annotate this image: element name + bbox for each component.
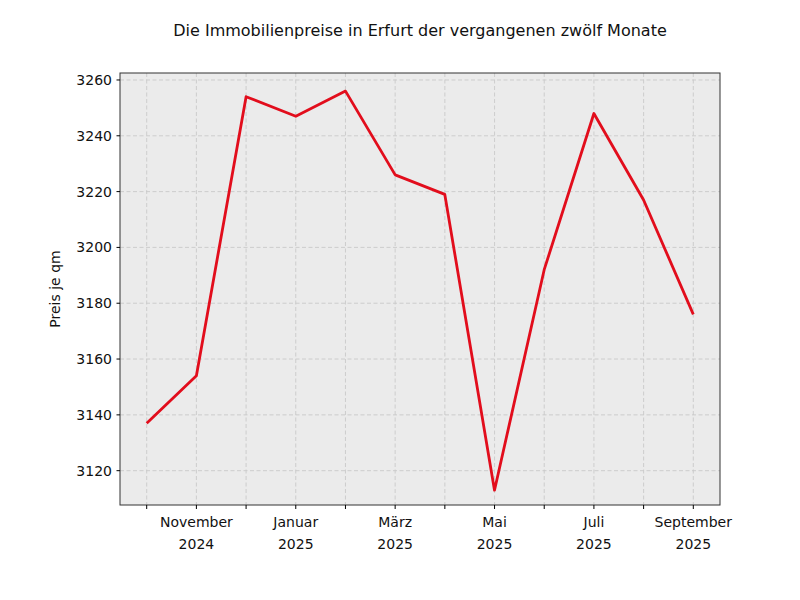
x-tick-label-month: März — [378, 514, 412, 530]
x-tick-label-year: 2025 — [377, 536, 413, 552]
y-tick-label: 3260 — [76, 72, 112, 88]
y-tick-label: 3180 — [76, 295, 112, 311]
y-tick-label: 3120 — [76, 463, 112, 479]
y-tick-label: 3140 — [76, 407, 112, 423]
x-tick-label-month: Mai — [482, 514, 507, 530]
y-tick-label: 3200 — [76, 239, 112, 255]
y-tick-label: 3160 — [76, 351, 112, 367]
x-tick-label-year: 2025 — [477, 536, 513, 552]
x-tick-label-month: September — [655, 514, 733, 530]
x-tick-label-year: 2025 — [278, 536, 314, 552]
y-tick-label: 3240 — [76, 128, 112, 144]
x-tick-label-month: Januar — [272, 514, 318, 530]
y-tick-label: 3220 — [76, 184, 112, 200]
figure: Die Immobilienpreise in Erfurt der verga… — [0, 0, 800, 600]
x-tick-label-year: 2024 — [179, 536, 215, 552]
plot-background — [120, 73, 720, 505]
x-tick-label-year: 2025 — [576, 536, 612, 552]
x-tick-label-month: November — [160, 514, 233, 530]
chart-canvas: 3120 3140 3160 3180 3200 3220 3240 3260 November… — [0, 0, 800, 600]
x-tick-label-month: Juli — [583, 514, 605, 530]
x-tick-label-year: 2025 — [675, 536, 711, 552]
